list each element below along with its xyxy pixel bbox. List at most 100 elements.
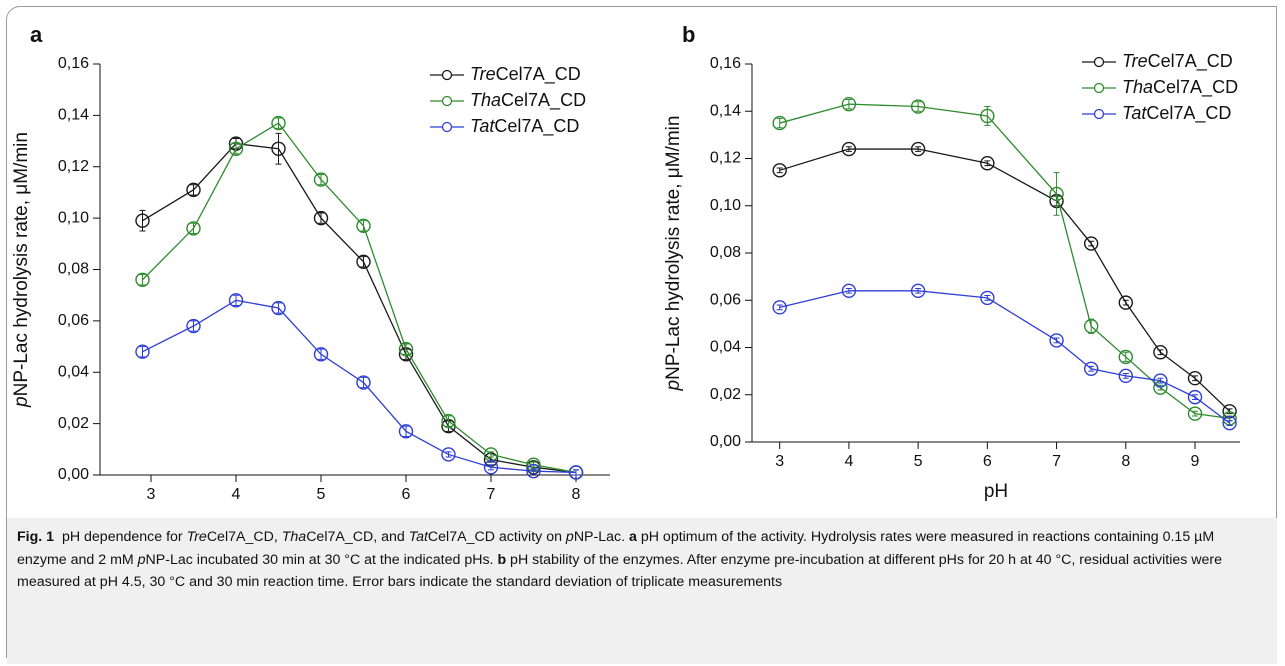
y-tick-label: 0,14 [58, 107, 89, 124]
error-bar [776, 304, 783, 311]
data-point [441, 447, 456, 462]
data-point [1083, 236, 1099, 251]
error-bar [275, 132, 282, 165]
error-bar [984, 160, 991, 167]
legend-label: TreCel7A_CD [1122, 51, 1233, 72]
error-bar [360, 376, 367, 389]
data-point [228, 293, 244, 308]
data-point [313, 172, 329, 187]
data-point [910, 99, 926, 114]
data-point [228, 141, 244, 156]
error-bar [190, 222, 197, 235]
y-tick-label: 0,04 [58, 363, 89, 380]
y-tick-label: 0,00 [710, 433, 741, 450]
panel-label: b [682, 22, 695, 47]
y-tick-label: 0,10 [710, 197, 741, 214]
caption-run: Tre [186, 529, 207, 545]
y-tick-label: 0,06 [58, 312, 89, 329]
x-tick-label: 4 [844, 453, 853, 470]
data-point [313, 347, 329, 362]
data-point [1083, 319, 1099, 334]
y-tick-label: 0,06 [710, 291, 741, 308]
data-point [1083, 361, 1099, 376]
y-tick-label: 0,16 [710, 55, 741, 72]
error-bar [776, 117, 783, 129]
data-point [1153, 345, 1168, 360]
error-bar [275, 117, 282, 129]
data-point [135, 344, 150, 359]
caption-run: pH stability of the enzymes. After enzym… [17, 551, 1226, 591]
error-bar [233, 294, 239, 306]
y-tick-label: 0,12 [710, 150, 741, 167]
data-point [772, 115, 787, 131]
legend-marker [1093, 56, 1105, 68]
data-point [772, 300, 787, 315]
x-tick-label: 7 [487, 486, 496, 503]
error-bar [403, 343, 409, 355]
x-tick-label: 4 [232, 486, 241, 503]
data-point [483, 460, 499, 475]
data-point [568, 465, 584, 480]
data-point [356, 254, 371, 269]
caption-run: p [137, 551, 146, 568]
caption-run: NP-Lac. [573, 529, 630, 545]
error-bar [1053, 337, 1060, 344]
error-bar [445, 451, 452, 458]
y-tick-label: 0,08 [58, 261, 89, 278]
legend-marker [1093, 108, 1105, 120]
data-point [910, 283, 926, 298]
error-bar [275, 302, 282, 314]
error-bar [530, 468, 537, 475]
error-bar [915, 287, 922, 294]
error-bar [1122, 372, 1129, 379]
data-point [841, 283, 857, 298]
error-bar [1157, 377, 1164, 384]
data-point [398, 424, 414, 439]
error-bar [845, 287, 852, 294]
x-tick-label: 9 [1191, 453, 1200, 470]
data-point [441, 413, 456, 429]
x-tick-label: 8 [1121, 453, 1130, 470]
data-point [1187, 406, 1203, 421]
caption-run: Cel7A_CD, [206, 529, 282, 545]
data-point [1118, 349, 1133, 365]
data-point [1118, 295, 1133, 310]
error-bar [984, 295, 991, 301]
data-point [910, 141, 926, 157]
x-axis-label: pH [343, 514, 367, 515]
y-tick-label: 0,00 [58, 466, 89, 483]
caption-run: a [629, 529, 637, 545]
data-point [313, 210, 329, 226]
series-line [779, 103, 1230, 420]
caption-run: Tat [408, 529, 428, 545]
y-tick-label: 0,10 [58, 209, 89, 226]
data-point [186, 221, 201, 236]
error-bar [1192, 410, 1199, 417]
caption-run: Cel7A_CD, and [306, 529, 409, 545]
data-point [271, 300, 286, 316]
error-bar [360, 220, 367, 232]
error-bar [915, 101, 922, 112]
error-bar [573, 469, 579, 476]
y-tick-label: 0,02 [710, 386, 741, 403]
legend-label: TatCel7A_CD [1122, 103, 1231, 124]
error-bar [1053, 172, 1060, 216]
data-point [271, 141, 286, 156]
y-axis-label: pNP-Lac hydrolysis rate, μM/min [11, 132, 32, 408]
error-bar [1122, 351, 1129, 363]
chart: a 0,00 0,02 0,04 0,06 0,08 0,10 0,12 0,14 0,16 3 4 5… [11, 22, 1240, 515]
caption-run: b [497, 551, 507, 568]
series-line [142, 142, 577, 474]
data-point [186, 182, 201, 198]
error-bar [1088, 240, 1095, 247]
error-bar [403, 425, 409, 437]
y-tick-label: 0,04 [710, 339, 741, 356]
data-point [1049, 333, 1064, 348]
legend-marker [441, 69, 453, 81]
y-tick-label: 0,12 [58, 158, 89, 175]
caption: Fig. 1 pH dependence for TreCel7A_CD, Th… [7, 518, 1277, 664]
panel-label: a [30, 22, 43, 47]
x-tick-label: 3 [147, 486, 156, 503]
data-point [772, 163, 787, 178]
data-point [980, 156, 995, 171]
